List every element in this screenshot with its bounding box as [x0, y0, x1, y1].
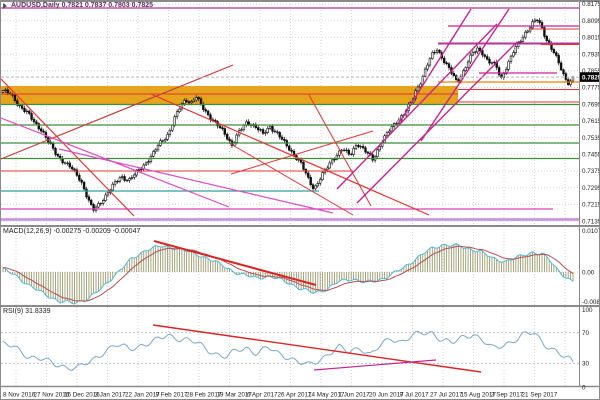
rsi-scale-label: 100 — [582, 307, 593, 314]
resistance-band — [1, 86, 458, 104]
macd-scale-max: 0.01076 — [582, 228, 600, 235]
price-axis-label: 0.7615 — [582, 118, 600, 125]
candles-layer — [1, 18, 575, 213]
date-axis-label: 15 Dec 2016 — [64, 392, 100, 399]
date-axis-label: 27 Jul 2017 — [430, 392, 463, 399]
price-axis-label: 0.7775 — [582, 85, 600, 92]
date-axis-label: 14 May 2017 — [308, 392, 345, 399]
date-axis-label: 8 Nov 2016 — [3, 392, 36, 399]
pane-separator-macd-rsi[interactable] — [1, 305, 599, 307]
price-axis-label: 0.7295 — [582, 185, 600, 192]
bid-price-value: 0.7825 — [582, 75, 600, 82]
chart-title-ohlc: AUDUSD,Daily 0.7821 0.7837 0.7803 0.7825 — [11, 2, 154, 9]
date-axis-label: 6 Apr 2017 — [247, 392, 278, 399]
date-axis-label: 3 Jan 2017 — [95, 392, 127, 399]
date-axis-label: 21 Sep 2017 — [522, 392, 558, 399]
macd-pane — [2, 243, 574, 305]
price-axis-label: 0.7375 — [582, 168, 600, 175]
rsi-scale-label: 0 — [582, 385, 586, 392]
date-axis-label: 27 Nov 2016 — [34, 392, 70, 399]
rsi-indicator-label: RSI(9) 31.8339 — [3, 308, 51, 315]
price-axis-label: 0.7455 — [582, 152, 600, 159]
price-axis-label: 0.7935 — [582, 51, 600, 58]
price-axis-label: 0.7215 — [582, 202, 600, 209]
date-axis-label: 1 Jun 2017 — [339, 392, 371, 399]
chart-shift-marker-icon[interactable] — [3, 3, 7, 9]
macd-signal-line — [2, 245, 574, 302]
macd-indicator-label: MACD(12,26,9) -0.00275 -0.00209 -0.00047 — [3, 228, 141, 235]
rsi-pane — [2, 330, 574, 371]
date-axis-label: 9 Jul 2017 — [400, 392, 430, 399]
date-axis-label: 15 Aug 2017 — [461, 392, 497, 399]
price-axis[interactable] — [578, 1, 599, 386]
price-axis-label: 0.8095 — [582, 18, 600, 25]
macd-scale-min: -0.0088 — [582, 299, 600, 306]
date-axis-label: 3 Sep 2017 — [491, 392, 524, 399]
rsi-scale-label: 70 — [582, 330, 590, 337]
macd-main-line — [2, 243, 574, 305]
date-axis-label: 28 Feb 2017 — [186, 392, 222, 399]
bid-price-box — [580, 72, 599, 82]
macd-scale-zero: 0.00 — [582, 270, 595, 277]
price-axis-label: 0.8175 — [582, 1, 600, 8]
price-axis-label: 0.8015 — [582, 35, 600, 42]
pane-separator-main-macd[interactable] — [1, 225, 599, 227]
price-axis-label: 0.7535 — [582, 135, 600, 142]
rsi-line — [2, 330, 574, 371]
price-axis-label: 0.7695 — [582, 101, 600, 108]
date-axis-label: 26 Apr 2017 — [278, 392, 312, 399]
price-axis-label: 0.7135 — [582, 218, 600, 225]
date-axis-label: 19 Mar 2017 — [217, 392, 253, 399]
price-axis-label: 0.7855 — [582, 68, 600, 75]
annotations-layer — [1, 7, 579, 373]
date-axis-label: 20 Jun 2017 — [369, 392, 404, 399]
time-axis[interactable] — [1, 385, 579, 399]
date-axis-label: 22 Jan 2017 — [125, 392, 160, 399]
rsi-scale-label: 30 — [582, 361, 590, 368]
date-axis-label: 9 Feb 2017 — [156, 392, 188, 399]
